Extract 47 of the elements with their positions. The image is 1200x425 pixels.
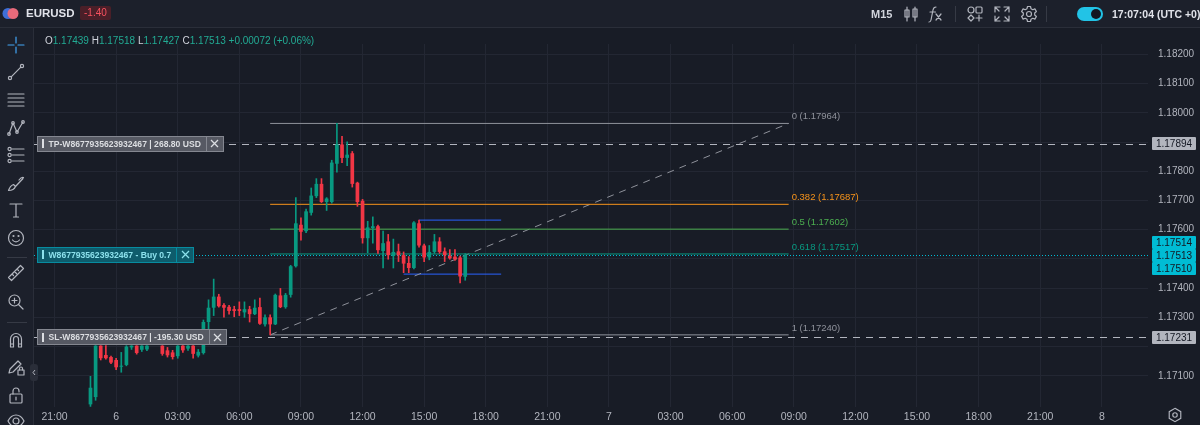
x-tick-label: 03:00: [164, 410, 192, 423]
text: -1.40: [80, 6, 111, 20]
x-tick-label: 09:00: [780, 410, 808, 423]
text: 1.17894: [1152, 137, 1196, 151]
ref-line-label: TP-W8677935623932467 | 268.80 USD: [48, 138, 201, 149]
series-label: 0 (1.17964): [791, 110, 841, 122]
x-tick-label: 15:00: [903, 410, 931, 423]
text: 17:07:04 (UTC +0): [1112, 7, 1200, 21]
x-tick-label: 21:00: [1027, 410, 1054, 423]
series-label: 1 (1.17240): [791, 321, 841, 333]
annotation: O1.17439 H1.17518 L1.17427 C1.17513 +0.00072 (+0.06%): [45, 35, 315, 46]
y-tick-label: 1.17800: [1158, 165, 1195, 177]
x-tick-label: 03:00: [657, 410, 684, 423]
x-tick-label: 7: [606, 410, 613, 423]
y-tick-label: 1.17400: [1158, 281, 1195, 293]
candlestick: [370, 216, 375, 244]
series-label: 0.5 (1.17602): [791, 216, 849, 228]
text: 1.17510: [1152, 261, 1196, 275]
y-tick-label: 1.17600: [1158, 223, 1195, 235]
x-tick-label: 12:00: [842, 410, 869, 423]
x-tick-label: 15:00: [411, 410, 438, 423]
y-tick-label: 1.17700: [1158, 194, 1195, 206]
x-tick-label: 06:00: [226, 410, 253, 423]
x-tick-label: 18:00: [965, 410, 992, 423]
x-tick-label: 12:00: [349, 410, 376, 423]
x-tick-label: 21:00: [534, 410, 561, 423]
y-tick-label: 1.18100: [1158, 77, 1195, 89]
x-tick-label: 6: [113, 410, 120, 423]
x-tick-label: 21:00: [41, 410, 68, 423]
text: 1.17231: [1152, 330, 1196, 344]
ref-line-label: SL-W8677935623932467 | -195.30 USD: [48, 332, 204, 343]
y-tick-label: 1.17300: [1158, 311, 1195, 323]
y-tick-label: 1.18000: [1158, 106, 1195, 118]
y-tick-label: 1.18200: [1158, 48, 1195, 60]
x-tick-label: 18:00: [472, 410, 500, 423]
y-tick-label: 1.17100: [1158, 369, 1195, 381]
text: 1.17513: [1152, 248, 1196, 262]
x-tick-label: 06:00: [719, 410, 746, 423]
x-tick-label: 09:00: [287, 410, 315, 423]
text: 1.17514: [1152, 235, 1196, 249]
text: M15: [871, 7, 893, 21]
chart-title: EURUSD: [26, 6, 75, 20]
candlestick: [345, 141, 349, 167]
series-label: 0.382 (1.17687): [791, 191, 859, 203]
series-label: 0.618 (1.17517): [791, 240, 859, 252]
ref-line-label: W8677935623932467 - Buy 0.7: [48, 249, 172, 260]
x-tick-label: 8: [1098, 410, 1105, 423]
